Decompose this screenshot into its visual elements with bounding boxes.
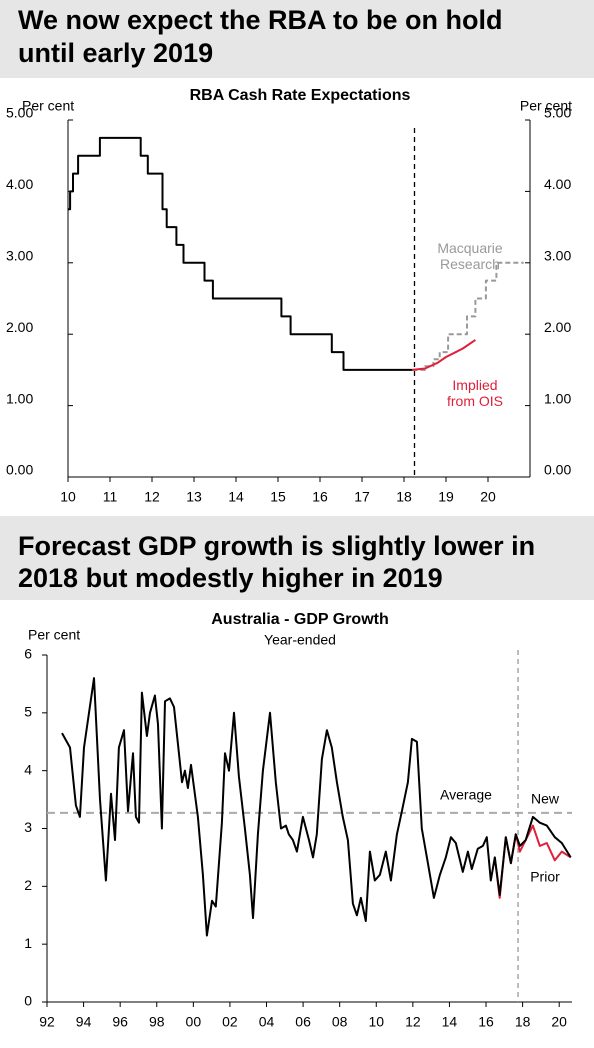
- y-tick-label: 2: [24, 877, 32, 893]
- series-label-text: Implied from OIS: [446, 377, 503, 409]
- y-tick-label: 0.00: [6, 462, 33, 478]
- x-tick-label: 16: [312, 489, 328, 505]
- x-tick-label: 10: [60, 489, 76, 505]
- x-tick-label: 08: [332, 1014, 348, 1030]
- y2-tick-label: 2.00: [544, 319, 571, 335]
- chart-title: Australia - GDP Growth: [211, 611, 389, 628]
- y2-tick-label: 1.00: [544, 390, 571, 406]
- headline: Forecast GDP growth is slightly lower in: [18, 531, 535, 561]
- series-line: [412, 261, 524, 371]
- y-tick-label: 3: [24, 819, 32, 835]
- series-label: Macquarie Research: [437, 240, 503, 272]
- y-tick-label: 6: [24, 646, 32, 662]
- x-tick-label: 02: [222, 1014, 238, 1030]
- x-tick-label: 16: [478, 1014, 494, 1030]
- y-tick-label: 5.00: [6, 105, 33, 121]
- series-label: Implied from OIS: [446, 377, 503, 409]
- series-line: [61, 677, 572, 937]
- x-tick-label: 12: [405, 1014, 421, 1030]
- y-tick-label: 1.00: [6, 390, 33, 406]
- y-tick-label: 4: [24, 761, 32, 777]
- average-label: Average: [440, 787, 492, 803]
- x-tick-label: 12: [144, 489, 160, 505]
- chart-subtitle: Year-ended: [264, 632, 336, 648]
- x-tick-label: 17: [354, 489, 370, 505]
- x-tick-label: 18: [515, 1014, 531, 1030]
- x-tick-label: 96: [112, 1014, 128, 1030]
- x-tick-label: 11: [103, 489, 118, 505]
- x-tick-label: 15: [270, 489, 286, 505]
- chart-title: RBA Cash Rate Expectations: [190, 87, 411, 104]
- x-tick-label: 14: [228, 489, 244, 505]
- y2-tick-label: 4.00: [544, 176, 571, 192]
- x-tick-label: 04: [259, 1014, 275, 1030]
- y-tick-label: 0: [24, 993, 32, 1009]
- headline: until early 2019: [18, 38, 213, 68]
- y2-axis-label: Per cent: [520, 98, 572, 114]
- x-tick-label: 13: [186, 489, 202, 505]
- y2-tick-label: 5.00: [544, 105, 571, 121]
- x-tick-label: 00: [186, 1014, 202, 1030]
- x-tick-label: 92: [39, 1014, 55, 1030]
- series-label-text: Macquarie Research: [437, 240, 503, 272]
- series-label: New: [531, 791, 560, 807]
- y-axis-label: Per cent: [22, 98, 74, 114]
- panel: [0, 600, 594, 1048]
- x-tick-label: 10: [368, 1014, 384, 1030]
- x-tick-label: 18: [396, 489, 412, 505]
- series-label: Prior: [530, 869, 560, 885]
- y-tick-label: 5: [24, 704, 32, 720]
- x-tick-label: 06: [295, 1014, 311, 1030]
- headline: 2018 but modestly higher in 2019: [18, 563, 443, 593]
- y2-tick-label: 0.00: [544, 462, 571, 478]
- y-tick-label: 4.00: [6, 176, 33, 192]
- x-tick-label: 14: [442, 1014, 458, 1030]
- y-tick-label: 1: [24, 935, 32, 951]
- panel: [0, 78, 594, 516]
- headline: We now expect the RBA to be on hold: [18, 5, 503, 35]
- x-tick-label: 20: [551, 1014, 567, 1030]
- x-tick-label: 94: [76, 1014, 92, 1030]
- x-tick-label: 20: [480, 489, 496, 505]
- x-tick-label: 19: [438, 489, 454, 505]
- x-tick-label: 98: [149, 1014, 165, 1030]
- y-tick-label: 2.00: [6, 319, 33, 335]
- series-line: [412, 339, 476, 371]
- y-axis-label: Per cent: [28, 627, 80, 643]
- y2-tick-label: 3.00: [544, 248, 571, 264]
- y-tick-label: 3.00: [6, 248, 33, 264]
- series-line: [68, 136, 413, 371]
